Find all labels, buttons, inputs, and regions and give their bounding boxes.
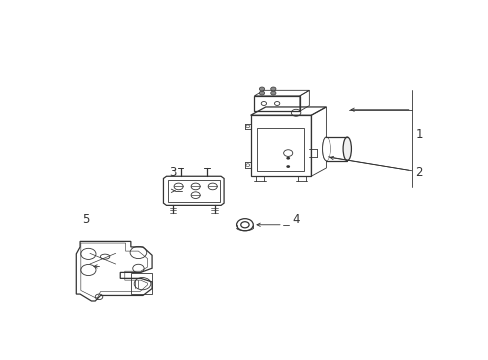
Circle shape (286, 165, 289, 168)
Circle shape (286, 157, 289, 159)
Circle shape (270, 87, 275, 91)
Text: 3: 3 (169, 166, 176, 179)
Ellipse shape (343, 137, 351, 161)
Circle shape (259, 91, 264, 95)
Ellipse shape (322, 137, 329, 161)
Circle shape (259, 87, 264, 91)
Text: 4: 4 (292, 213, 299, 226)
Text: 1: 1 (415, 128, 422, 141)
Text: 5: 5 (82, 213, 89, 226)
Circle shape (270, 91, 275, 95)
Text: 2: 2 (415, 166, 422, 179)
